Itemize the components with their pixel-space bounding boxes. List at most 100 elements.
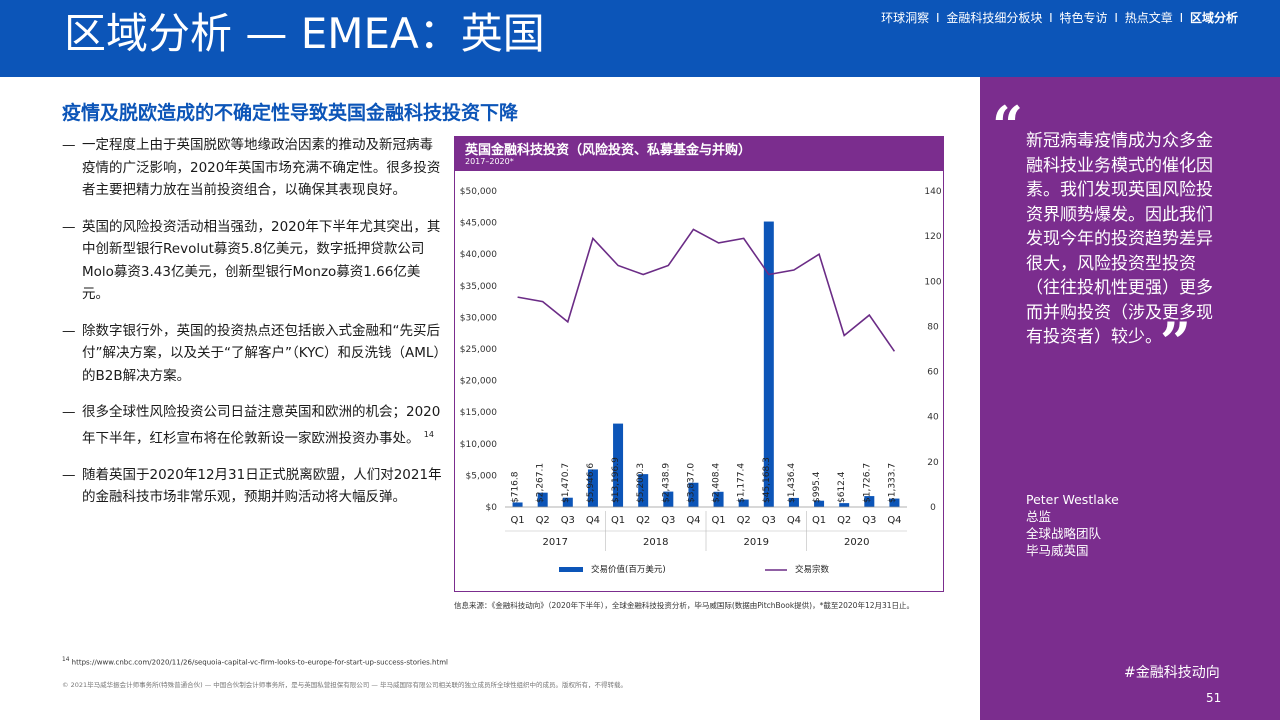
legend-label-bars: 交易价值(百万美元) <box>591 564 666 575</box>
x-tick-label: Q3 <box>661 515 675 526</box>
footnote-reference[interactable]: 14 <box>423 429 434 439</box>
bullet-item: — 很多全球性风险投资公司日益注意英国和欧洲的机会；2020年下半年，红杉宣布将在… <box>62 401 442 450</box>
y-right-tick-label: 40 <box>927 413 939 423</box>
bullet-dash: — <box>62 322 76 339</box>
y-right-tick-label: 60 <box>927 368 939 378</box>
author-title: 总监 <box>1026 509 1052 524</box>
nav-link-hot-topics[interactable]: 热点文章 <box>1124 11 1173 25</box>
bar <box>763 221 774 507</box>
bar-value-label: $995.4 <box>812 471 822 503</box>
y-right-tick-label: 120 <box>924 232 941 242</box>
x-tick-label: Q4 <box>787 515 801 526</box>
quote-author: Peter Westlake 总监 全球战略团队 毕马威英国 <box>1026 491 1119 559</box>
bar-value-label: $1,333.7 <box>887 463 897 503</box>
nav-link-regional-analysis[interactable]: 区域分析 <box>1189 11 1238 25</box>
bar <box>512 502 523 507</box>
section-subtitle: 疫情及脱欧造成的不确定性导致英国金融科技投资下降 <box>62 102 519 124</box>
close-quote-icon: ” <box>1160 310 1192 374</box>
bar-value-label: $5,200.3 <box>636 463 646 503</box>
year-group-label: 2020 <box>844 537 869 548</box>
y-left-tick-label: $45,000 <box>460 219 497 229</box>
bar-value-label: $2,408.4 <box>712 463 722 503</box>
bar-value-label: $5,946.6 <box>586 463 596 503</box>
year-group-label: 2017 <box>543 537 568 548</box>
footnote: 14 https://www.cnbc.com/2020/11/26/sequo… <box>62 657 448 666</box>
bar <box>889 498 900 507</box>
header-bar: 区域分析 — EMEA：英国 环球洞察 I 金融科技细分板块 I 特色专访 I … <box>0 0 1280 77</box>
y-right-tick-label: 100 <box>924 277 941 287</box>
x-tick-label: Q3 <box>561 515 575 526</box>
year-group-label: 2018 <box>643 537 668 548</box>
footnote-link[interactable]: https://www.cnbc.com/2020/11/26/sequoia-… <box>71 658 448 667</box>
bar-value-label: $1,470.7 <box>561 463 571 503</box>
legend-swatch-bars <box>559 567 583 572</box>
y-right-tick-label: 80 <box>927 322 939 332</box>
y-left-tick-label: $30,000 <box>460 313 497 323</box>
author-team: 全球战略团队 <box>1026 526 1102 541</box>
nav-separator: I <box>1179 11 1184 25</box>
x-tick-label: Q3 <box>862 515 876 526</box>
bar-value-label: $1,726.7 <box>862 463 872 503</box>
bar <box>864 496 875 507</box>
bar <box>562 497 573 507</box>
nav-link-fintech-sectors[interactable]: 金融科技细分板块 <box>946 11 1043 25</box>
bar <box>688 482 699 507</box>
bar-value-label: $2,267.1 <box>536 463 546 503</box>
copyright-notice: © 2021毕马威华振会计师事务所(特殊普通合伙) — 中国合伙制会计师事务所，… <box>62 681 627 689</box>
nav-link-interviews[interactable]: 特色专访 <box>1059 11 1108 25</box>
page-title: 区域分析 — EMEA：英国 <box>64 9 545 58</box>
bar-value-label: $13,196.9 <box>611 457 621 503</box>
x-tick-label: Q4 <box>586 515 600 526</box>
legend-label-line: 交易宗数 <box>795 564 830 575</box>
chart-panel: 英国金融科技投资（风险投资、私募基金与并购） 2017–2020* $0 $5,0… <box>454 136 944 592</box>
bullet-text: 一定程度上由于英国脱欧等地缘政治因素的推动及新冠病毒疫情的广泛影响，2020年英… <box>82 137 441 198</box>
y-left-tick-label: $0 <box>486 503 498 513</box>
x-tick-label: Q4 <box>686 515 700 526</box>
x-tick-label: Q2 <box>837 515 851 526</box>
y-right-tick-label: 20 <box>927 458 939 468</box>
deal-count-line <box>517 228 896 352</box>
bar <box>537 492 548 507</box>
top-navigation: 环球洞察 I 金融科技细分板块 I 特色专访 I 热点文章 I 区域分析 <box>881 9 1238 26</box>
bar <box>638 474 649 507</box>
bullet-dash: — <box>62 404 76 420</box>
chart-source-note: 信息来源：《金融科技动向》（2020年下半年），全球金融科技投资分析，毕马威国际… <box>454 601 915 610</box>
y-left-tick-label: $10,000 <box>460 440 497 450</box>
y-right-tick-label: 140 <box>924 187 941 197</box>
chart-header: 英国金融科技投资（风险投资、私募基金与并购） 2017–2020* <box>455 137 943 171</box>
x-tick-label: Q4 <box>887 515 901 526</box>
bullet-dash: — <box>62 466 76 483</box>
chart-title: 英国金融科技投资（风险投资、私募基金与并购） <box>465 143 752 158</box>
hashtag[interactable]: #金融科技动向 <box>1124 665 1220 681</box>
x-tick-label: Q1 <box>812 515 826 526</box>
bar <box>613 423 624 507</box>
bullet-text: 随着英国于2020年12月31日正式脱离欧盟，人们对2021年的金融科技市场非常… <box>82 466 442 506</box>
x-tick-label: Q2 <box>636 515 650 526</box>
bar <box>587 469 598 507</box>
bar-value-label: $2,438.9 <box>661 463 671 503</box>
bullet-item: — 随着英国于2020年12月31日正式脱离欧盟，人们对2021年的金融科技市场非… <box>62 464 442 509</box>
y-left-tick-label: $5,000 <box>466 471 498 481</box>
author-name: Peter Westlake <box>1026 492 1119 507</box>
bullet-text: 很多全球性风险投资公司日益注意英国和欧洲的机会；2020年下半年，红杉宣布将在伦… <box>82 404 441 446</box>
x-tick-label: Q3 <box>762 515 776 526</box>
y-left-tick-label: $35,000 <box>460 282 497 292</box>
nav-separator: I <box>1114 11 1118 25</box>
nav-link-global-insights[interactable]: 环球洞察 <box>881 11 930 25</box>
x-tick-label: Q1 <box>510 515 524 526</box>
bullet-dash: — <box>62 218 76 235</box>
year-group-label: 2019 <box>744 537 769 548</box>
y-left-tick-label: $40,000 <box>460 250 497 260</box>
bullet-item: — 除数字银行外，英国的投资热点还包括嵌入式金融和“先买后付”解决方案，以及关于“… <box>62 320 442 388</box>
bar <box>839 503 850 507</box>
bar-value-label: $716.8 <box>511 471 521 503</box>
bar-value-label: $612.4 <box>837 471 847 503</box>
x-tick-label: Q1 <box>711 515 725 526</box>
bar <box>738 499 749 507</box>
bar <box>814 500 825 507</box>
bar-value-label: $45,168.3 <box>762 457 772 503</box>
nav-separator: I <box>935 11 940 25</box>
x-tick-label: Q2 <box>737 515 751 526</box>
quote-text: 新冠病毒疫情成为众多金融科技业务模式的催化因素。我们发现英国风险投资界顺势爆发。… <box>1026 131 1213 347</box>
y-right-tick-label: 0 <box>930 503 936 513</box>
